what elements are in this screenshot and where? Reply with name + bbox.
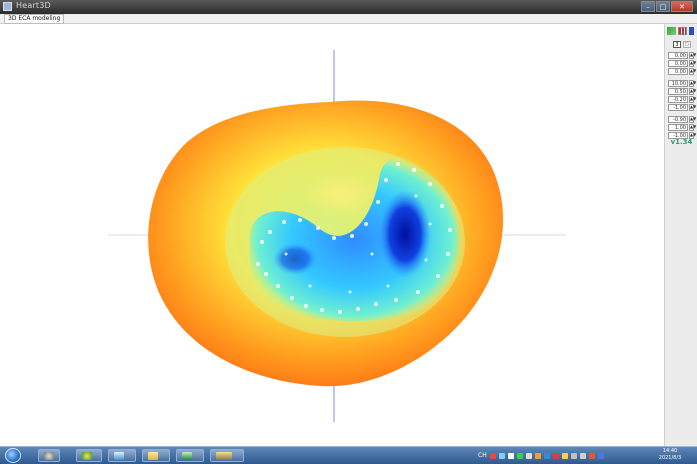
numeric-field: 0.50 ▲▼ (668, 88, 697, 95)
spreadsheet-icon (182, 452, 192, 460)
tray-app-icon[interactable] (588, 452, 595, 459)
taskbar-app-media[interactable] (38, 449, 60, 462)
title-bar: Heart3D – □ ✕ (0, 0, 697, 14)
spinner-icon[interactable]: ▲▼ (689, 96, 697, 103)
mode-d-toggle[interactable]: D (683, 41, 691, 48)
spinner-icon[interactable]: ▲▼ (689, 80, 697, 87)
control-panel: 3 D 0.00 ▲▼ 0.00 ▲▼ 0.00 ▲▼ 10.00 ▲▼ 0.5… (664, 24, 697, 446)
clock-time: 14:40 (662, 448, 678, 454)
tray-app-icon[interactable] (507, 452, 514, 459)
tab-3d-eca-modeling[interactable]: 3D ECA modeling (4, 14, 65, 24)
numeric-field: 0.00 ▲▼ (668, 52, 697, 59)
spinner-icon[interactable]: ▲▼ (689, 132, 697, 139)
system-clock[interactable]: 14:40 2021/8/3 (650, 448, 690, 462)
network-icon[interactable] (570, 452, 577, 459)
clock-date: 2021/8/3 (658, 455, 682, 461)
spinner-icon[interactable]: ▲▼ (689, 104, 697, 111)
start-button[interactable] (5, 448, 21, 463)
volume-icon[interactable] (579, 452, 586, 459)
taskbar-app-browser[interactable] (76, 449, 102, 462)
folder-icon (148, 452, 158, 460)
taskbar-app-network[interactable] (108, 449, 136, 462)
tray-app-icon[interactable] (489, 452, 496, 459)
secondary-core (273, 243, 317, 275)
speckle-band (256, 162, 452, 314)
field-value[interactable]: 0.50 (668, 88, 688, 95)
spinner-icon[interactable]: ▲▼ (689, 116, 697, 123)
mode-3d-toggle[interactable]: 3 (673, 41, 681, 48)
field-group-light: -0.90 ▲▼ 1.00 ▲▼ -1.00 ▲▼ (668, 116, 697, 140)
yellow-spot (304, 172, 376, 216)
taskbar-app-heart3d[interactable] (210, 449, 244, 462)
field-value[interactable]: -1.00 (668, 132, 688, 139)
tray-app-icon[interactable] (543, 452, 550, 459)
field-value[interactable]: 0.00 (668, 68, 688, 75)
field-value[interactable]: -0.90 (668, 116, 688, 123)
tray-app-icon[interactable] (552, 452, 559, 459)
menu-strip: 3D ECA modeling (0, 14, 697, 24)
tray-app-icon[interactable] (597, 452, 604, 459)
window-controls: – □ ✕ (641, 1, 693, 12)
spinner-icon[interactable]: ▲▼ (689, 88, 697, 95)
spinner-icon[interactable]: ▲▼ (689, 68, 697, 75)
chart-icon[interactable] (678, 27, 687, 35)
settings-icon[interactable] (689, 27, 694, 35)
taskbar-app-spreadsheet[interactable] (176, 449, 204, 462)
system-tray: CH (478, 450, 604, 461)
tray-app-icon[interactable] (516, 452, 523, 459)
heart3d-app-icon (216, 452, 232, 460)
deep-core (379, 190, 431, 278)
input-language[interactable]: CH (478, 452, 487, 459)
numeric-field: -0.20 ▲▼ (668, 96, 697, 103)
numeric-field: 1.00 ▲▼ (668, 124, 697, 131)
maximize-button[interactable]: □ (656, 1, 670, 12)
spinner-icon[interactable]: ▲▼ (689, 60, 697, 67)
heart-model-render (108, 50, 566, 422)
numeric-field: -1.00 ▲▼ (668, 104, 697, 111)
tray-app-icon[interactable] (534, 452, 541, 459)
field-group-rotation: 0.00 ▲▼ 0.00 ▲▼ 0.00 ▲▼ (668, 52, 697, 76)
field-value[interactable]: 10.00 (668, 80, 688, 87)
panel-toolbar (667, 27, 694, 35)
numeric-field: 0.00 ▲▼ (668, 60, 697, 67)
tray-app-icon[interactable] (498, 452, 505, 459)
minimize-button[interactable]: – (641, 1, 655, 12)
window-title: Heart3D (16, 1, 51, 10)
media-player-icon (44, 452, 54, 460)
field-value[interactable]: 0.00 (668, 60, 688, 67)
network-app-icon (114, 452, 124, 460)
field-value[interactable]: 1.00 (668, 124, 688, 131)
numeric-field: 10.00 ▲▼ (668, 80, 697, 87)
field-value[interactable]: 0.00 (668, 52, 688, 59)
tray-app-icon[interactable] (561, 452, 568, 459)
3d-viewport[interactable] (0, 24, 664, 446)
app-icon (3, 2, 12, 11)
refresh-icon[interactable] (667, 27, 676, 35)
numeric-field: 0.00 ▲▼ (668, 68, 697, 75)
spinner-icon[interactable]: ▲▼ (689, 124, 697, 131)
field-value[interactable]: -1.00 (668, 104, 688, 111)
version-label: v1.34 (670, 138, 693, 146)
numeric-field: -1.00 ▲▼ (668, 132, 697, 139)
close-button[interactable]: ✕ (671, 1, 693, 12)
field-value[interactable]: -0.20 (668, 96, 688, 103)
tray-app-icon[interactable] (525, 452, 532, 459)
browser-icon (82, 452, 92, 460)
taskbar-app-folder[interactable] (142, 449, 170, 462)
mode-toggles: 3 D (673, 41, 691, 48)
numeric-field: -0.90 ▲▼ (668, 116, 697, 123)
field-group-view: 10.00 ▲▼ 0.50 ▲▼ -0.20 ▲▼ -1.00 ▲▼ (668, 80, 697, 112)
spinner-icon[interactable]: ▲▼ (689, 52, 697, 59)
taskbar: CH 14:40 2021/8/3 (0, 446, 697, 464)
